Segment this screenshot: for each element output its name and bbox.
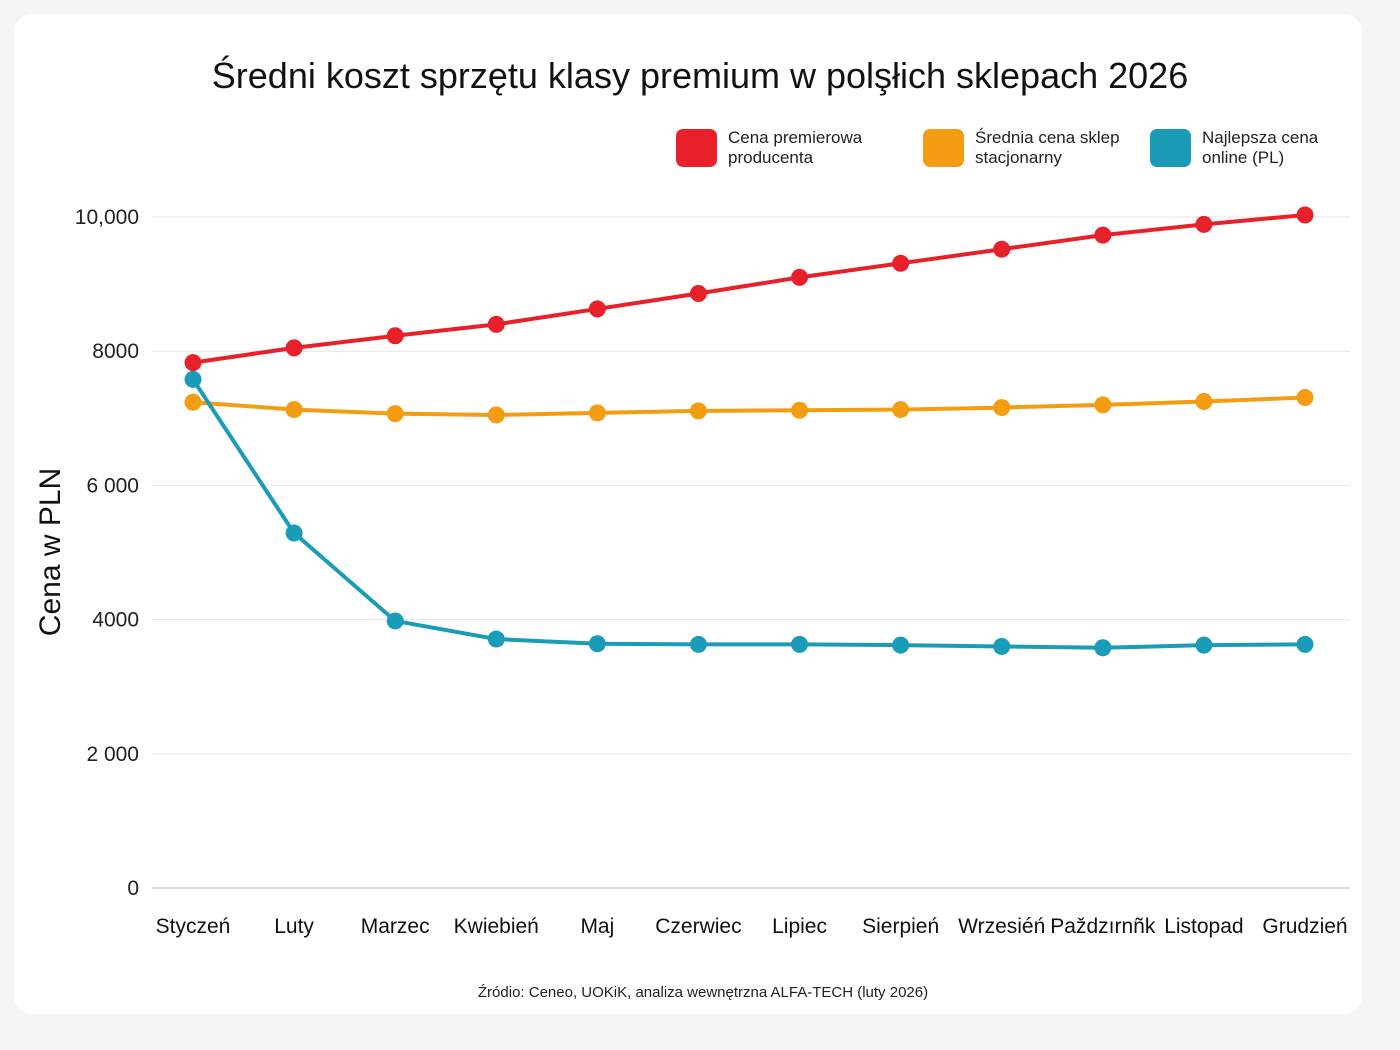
source-note: Źródio: Ceneo, UOKiK, analiza wewnętrzna… bbox=[478, 984, 928, 1001]
data-point bbox=[184, 354, 202, 372]
data-point bbox=[1195, 636, 1213, 654]
x-category-label: Maj bbox=[580, 915, 614, 938]
data-point bbox=[487, 315, 505, 333]
data-point bbox=[892, 401, 910, 419]
data-point bbox=[285, 524, 303, 542]
data-point bbox=[993, 399, 1011, 417]
data-point bbox=[386, 405, 404, 423]
y-tick-label: 8000 bbox=[92, 340, 139, 363]
y-tick-label: 6 000 bbox=[86, 474, 139, 497]
x-category-label: Wrzesiéń bbox=[958, 915, 1045, 938]
chart-card bbox=[14, 14, 1362, 1014]
data-point bbox=[1296, 388, 1314, 406]
legend-swatch bbox=[923, 129, 964, 167]
data-point bbox=[993, 637, 1011, 655]
data-point bbox=[791, 635, 809, 653]
series-line bbox=[191, 212, 1307, 365]
y-axis-label: Cena w PLN bbox=[34, 468, 67, 636]
data-point bbox=[184, 370, 202, 388]
x-category-label: Styczeń bbox=[156, 915, 231, 938]
series-2 bbox=[184, 388, 1314, 424]
x-category-label: Marzec bbox=[361, 915, 430, 938]
data-point bbox=[588, 404, 606, 422]
x-category-label: Lipiec bbox=[772, 915, 827, 938]
data-point bbox=[487, 406, 505, 424]
data-point bbox=[386, 327, 404, 345]
legend-item: Średnia cena sklep stacjonarny bbox=[923, 128, 1120, 167]
x-category-label: Czerwiec bbox=[655, 915, 741, 938]
legend-label: Cena premierowa producenta bbox=[728, 128, 863, 167]
legend-swatch bbox=[1150, 129, 1191, 167]
x-category-label: Listopad bbox=[1164, 915, 1243, 938]
y-tick-label: 10,000 bbox=[75, 206, 139, 229]
data-point bbox=[689, 635, 707, 653]
data-point bbox=[892, 636, 910, 654]
legend-swatch bbox=[676, 129, 717, 167]
y-axis-ticks: 0 2 000 4000 6 000 8000 10,000 bbox=[75, 206, 139, 900]
x-category-label: Grudzień bbox=[1262, 915, 1347, 938]
data-point bbox=[1094, 639, 1112, 657]
data-point bbox=[1195, 393, 1213, 411]
data-point bbox=[1296, 635, 1314, 653]
y-tick-label: 4000 bbox=[92, 609, 139, 632]
data-point bbox=[285, 339, 303, 357]
legend-label: Najlepsza cena online (PL) bbox=[1202, 128, 1319, 167]
y-tick-label: 0 bbox=[127, 877, 139, 900]
legend: Cena premierowa producenta Średnia cena sk… bbox=[676, 128, 1319, 167]
y-tick-label: 2 000 bbox=[86, 743, 139, 766]
series-line bbox=[191, 377, 1307, 650]
data-point bbox=[588, 635, 606, 653]
grid-lines bbox=[152, 216, 1350, 889]
data-point bbox=[791, 268, 809, 286]
x-category-label: Sierpień bbox=[862, 915, 939, 938]
series-1 bbox=[184, 206, 1314, 372]
x-axis-categories: Styczeń Luty Marzec Kwiebień Maj Czerwiec Lipi… bbox=[156, 915, 1348, 938]
data-point bbox=[1094, 226, 1112, 244]
data-point bbox=[386, 612, 404, 630]
series-line bbox=[191, 395, 1307, 417]
data-point bbox=[588, 300, 606, 318]
x-category-label: Paždzırnñk bbox=[1050, 915, 1156, 938]
data-point bbox=[487, 630, 505, 648]
data-point bbox=[184, 393, 202, 411]
legend-item: Cena premierowa producenta bbox=[676, 128, 863, 167]
legend-item: Najlepsza cena online (PL) bbox=[1150, 128, 1319, 167]
series-layer bbox=[184, 206, 1314, 657]
x-category-label: Luty bbox=[274, 915, 314, 938]
x-category-label: Kwiebień bbox=[454, 915, 539, 938]
chart-title: Średni koszt sprzętu klasy premium w pol… bbox=[212, 54, 1188, 96]
data-point bbox=[993, 240, 1011, 258]
data-point bbox=[1195, 215, 1213, 233]
data-point bbox=[689, 402, 707, 420]
series-3 bbox=[184, 370, 1314, 657]
legend-label: Średnia cena sklep stacjonarny bbox=[975, 128, 1120, 167]
data-point bbox=[892, 254, 910, 272]
data-point bbox=[689, 284, 707, 302]
data-point bbox=[791, 401, 809, 419]
data-point bbox=[1296, 206, 1314, 224]
data-point bbox=[1094, 396, 1112, 414]
data-point bbox=[285, 401, 303, 419]
